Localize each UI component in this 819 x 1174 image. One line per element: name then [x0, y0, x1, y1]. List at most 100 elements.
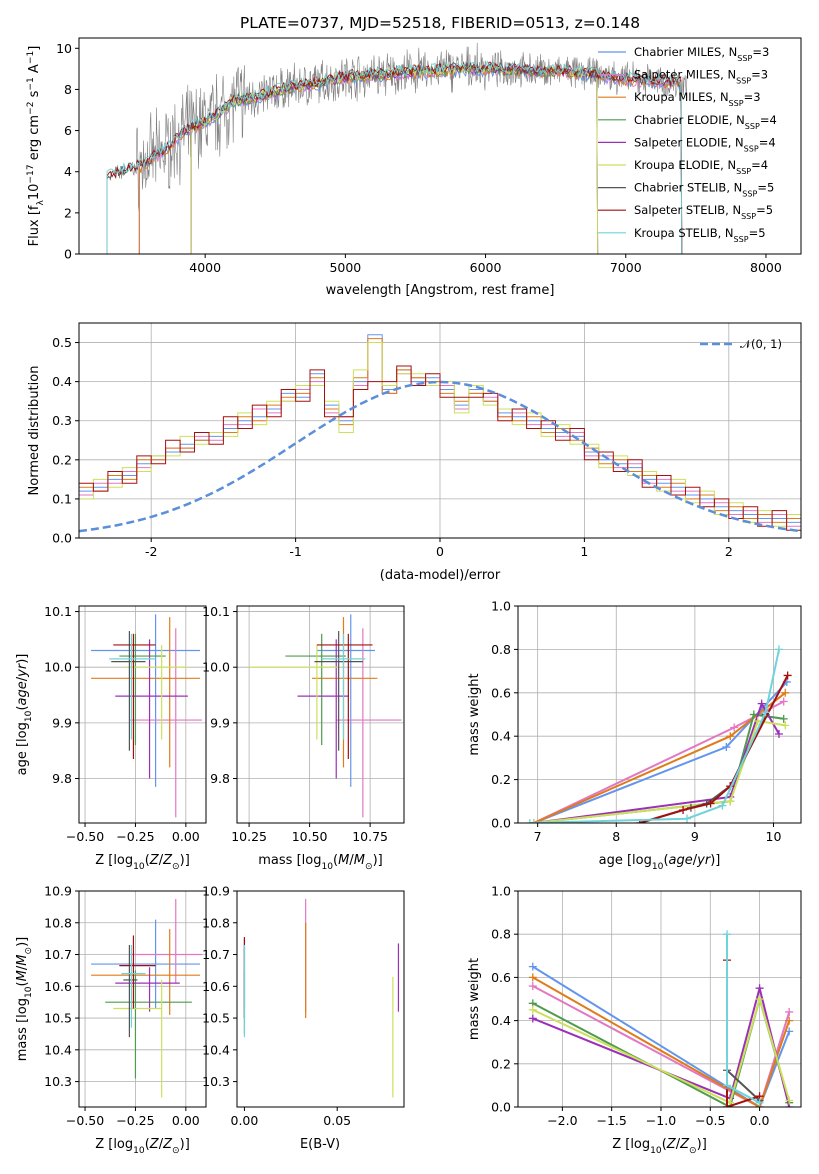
y-tick-label: 10.0	[44, 660, 72, 675]
x-tick-label: 0.00	[172, 829, 200, 844]
y-tick-label: 4	[64, 164, 72, 179]
x-tick-label: 0.05	[323, 1113, 351, 1128]
plot-area	[79, 323, 801, 538]
legend-entry: 𝒩(0, 1)	[740, 337, 782, 351]
weight-marker	[726, 797, 735, 806]
axes-frame	[236, 890, 405, 1108]
x-tick-label: 10.50	[292, 829, 328, 844]
legend-entry: Kroupa STELIB, NSSP=5	[634, 226, 766, 244]
model-line-chabrier-miles	[138, 66, 683, 254]
y-axis-label: age [log10(age/yr)]	[15, 654, 34, 776]
y-tick-label: 0.6	[491, 685, 511, 700]
weight-marker	[779, 714, 788, 723]
normal-curve	[79, 380, 801, 533]
legend-entry: Kroupa MILES, NSSP=3	[634, 90, 761, 108]
observed-spectrum-line	[109, 42, 688, 212]
weight-marker	[779, 697, 788, 706]
y-tick-label: 10	[56, 41, 72, 56]
y-axis-label: mass [log10(M/M⊙)]	[15, 937, 34, 1061]
x-tick-label: 10	[766, 829, 782, 844]
axes-frame	[78, 37, 802, 255]
x-axis-label: Z [log10(Z/Z⊙)]	[612, 1137, 707, 1156]
legend-entry: Salpeter ELODIE, NSSP=4	[634, 135, 776, 153]
x-tick-label: −0.50	[66, 1113, 104, 1128]
histogram-salpeter-miles	[79, 342, 801, 527]
weight-line-chabrier-miles	[532, 965, 791, 1107]
y-tick-label: 0.0	[491, 816, 511, 831]
x-tick-label: 0.00	[172, 1113, 200, 1128]
weight-marker	[774, 645, 783, 654]
y-axis-label: Flux [fλ10−17 erg cm−2 s−1 A−1]	[26, 46, 46, 247]
x-tick-label: −0.5	[695, 1113, 725, 1128]
y-tick-label: 0.4	[491, 729, 511, 744]
legend-entry: Salpeter MILES, NSSP=3	[634, 68, 768, 86]
axes-frame	[517, 605, 802, 824]
x-tick-label: 6000	[470, 260, 502, 275]
y-tick-label: 10.6	[44, 979, 72, 994]
weight-line-kroupa-miles	[533, 692, 786, 823]
y-tick-label: 0.0	[491, 1100, 511, 1115]
histogram-chabrier-miles	[79, 334, 801, 523]
x-tick-label: 9	[691, 829, 699, 844]
x-tick-label: 7000	[610, 260, 642, 275]
legend-entry: Chabrier ELODIE, NSSP=4	[634, 113, 777, 131]
y-tick-label: 0.8	[491, 927, 511, 942]
x-axis-label: E(B-V)	[300, 1137, 340, 1152]
x-tick-label: -1	[289, 544, 301, 559]
legend-entry: Chabrier MILES, NSSP=3	[634, 45, 769, 63]
weight-marker	[528, 982, 537, 991]
y-tick-label: 10.7	[202, 947, 230, 962]
x-axis-label: Z [log10(Z/Z⊙)]	[95, 853, 190, 872]
x-tick-label: −1.5	[596, 1113, 626, 1128]
legend-entry: Salpeter STELIB, NSSP=5	[634, 203, 773, 221]
x-axis-label: Z [log10(Z/Z⊙)]	[95, 1137, 190, 1156]
weight-marker	[749, 710, 758, 719]
weight-marker	[755, 1098, 764, 1107]
histogram-salpeter-stelib	[79, 365, 801, 531]
weight-marker	[781, 721, 790, 730]
weight-marker	[679, 805, 688, 814]
y-tick-label: 10.6	[202, 979, 230, 994]
y-tick-label: 10.3	[44, 1074, 72, 1089]
x-tick-label: 5000	[329, 260, 361, 275]
residuals-panel: -2 -1 0 1 2 0.0 0.1 0.2 0.3 0.4 0.5 (data-model)/er…	[27, 322, 802, 583]
weight-marker	[785, 1007, 794, 1016]
y-tick-label: 0.5	[52, 335, 72, 350]
weight-marker	[785, 1016, 794, 1025]
model-line-salpeter-elodie	[190, 63, 599, 254]
weight-marker	[529, 819, 538, 823]
weight-marker	[525, 819, 534, 823]
plot-area	[518, 891, 801, 1107]
weight-line-salpeter-stelib	[639, 674, 789, 823]
x-tick-label: 4000	[189, 260, 221, 275]
plot-area	[243, 898, 400, 1098]
mass-weight-vs-age-panel: 7 8 9 10 0.0 0.2 0.4 0.6 0.8 1.0 age [log10(age/yr…	[467, 599, 802, 872]
y-tick-label: 10.9	[44, 884, 72, 899]
x-axis-label: age [log10(age/yr)]	[599, 853, 721, 872]
x-tick-label: −0.25	[116, 1113, 154, 1128]
weight-marker	[757, 699, 766, 708]
plot-area	[237, 606, 404, 823]
y-tick-label: 9.8	[210, 771, 230, 786]
y-tick-label: 9.9	[52, 715, 72, 730]
y-tick-label: 0.2	[491, 1056, 511, 1071]
weight-marker	[528, 962, 537, 971]
y-tick-label: 8	[64, 82, 72, 97]
y-tick-label: 0.1	[52, 491, 72, 506]
weight-marker	[781, 688, 790, 697]
weight-marker	[761, 708, 770, 717]
weight-line-kroupa-elodie	[532, 995, 791, 1105]
weight-marker	[755, 995, 764, 1003]
plot-area	[518, 606, 801, 823]
axes-frame	[78, 890, 207, 1108]
weight-line-salpeter-miles	[532, 985, 791, 1107]
x-tick-label: 2	[725, 544, 733, 559]
axes-frame	[517, 890, 802, 1108]
weight-marker	[755, 984, 764, 993]
y-tick-label: 10.7	[44, 947, 72, 962]
y-tick-label: 1.0	[491, 884, 511, 899]
y-axis-label: mass weight	[467, 958, 482, 1040]
y-tick-label: 0.8	[491, 642, 511, 657]
weight-marker	[723, 1103, 732, 1107]
spectrum-panel: 4000 5000 6000 7000 8000 0 2 4 6 8 10 wavelength [A…	[26, 37, 802, 298]
